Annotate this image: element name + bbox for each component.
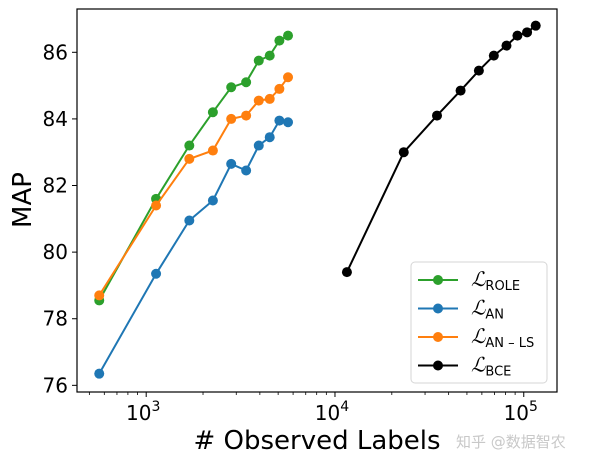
data-point [274, 83, 285, 94]
data-point [283, 72, 294, 83]
series-an [94, 115, 294, 379]
x-axis-label: # Observed Labels [193, 426, 440, 456]
y-tick-label: 84 [43, 107, 68, 131]
series-line [98, 34, 289, 301]
data-point [398, 147, 409, 158]
y-tick-label: 80 [43, 240, 68, 264]
data-point [274, 35, 285, 46]
data-point [226, 113, 237, 124]
y-tick-label: 78 [43, 307, 68, 331]
data-point [226, 158, 237, 169]
data-point [473, 65, 484, 76]
data-point [151, 268, 162, 279]
data-point [151, 200, 162, 211]
data-point [512, 30, 523, 41]
data-point [283, 30, 294, 41]
data-point [455, 85, 466, 96]
data-point [207, 107, 218, 118]
data-point [530, 20, 541, 31]
data-point [241, 77, 252, 88]
x-tick-label: 104 [315, 399, 349, 425]
axes: 76 78 80 82 84 86 103 104 105 [43, 8, 558, 425]
data-point [253, 140, 264, 151]
legend-marker [433, 275, 443, 285]
y-tick-label: 82 [43, 174, 68, 198]
legend-marker [433, 303, 443, 314]
data-point [207, 195, 218, 206]
x-tick-label: 105 [504, 399, 538, 425]
data-point [94, 368, 105, 379]
data-point [264, 132, 275, 143]
series-an-ls [94, 72, 294, 301]
data-point [264, 93, 275, 104]
series-role [94, 30, 294, 306]
plot-area [94, 20, 541, 379]
data-point [432, 110, 443, 121]
data-point [94, 290, 105, 301]
data-point [184, 140, 195, 151]
data-point [253, 95, 264, 106]
series-line [98, 76, 289, 296]
y-tick-label: 86 [43, 40, 68, 64]
data-point [184, 153, 195, 164]
series-line [345, 24, 537, 273]
data-point [226, 82, 237, 93]
legend-marker [433, 360, 443, 371]
data-point [241, 110, 252, 121]
data-point [341, 267, 352, 278]
data-point [283, 117, 294, 128]
legend-box [410, 261, 548, 384]
data-point [522, 27, 533, 38]
data-point [241, 165, 252, 176]
series-bce [341, 20, 541, 278]
legend-marker [433, 332, 443, 342]
data-point [184, 215, 195, 226]
data-point [207, 145, 218, 156]
data-point [253, 55, 264, 66]
data-point [264, 50, 275, 61]
watermark: 知乎 @数据智农 [456, 433, 566, 451]
x-tick-label: 103 [126, 399, 160, 425]
series-line [98, 119, 289, 375]
y-axis-label: MAP [8, 172, 38, 228]
data-point [488, 50, 499, 61]
data-point [274, 115, 285, 126]
y-tick-label: 76 [43, 373, 68, 397]
data-point [501, 40, 512, 51]
